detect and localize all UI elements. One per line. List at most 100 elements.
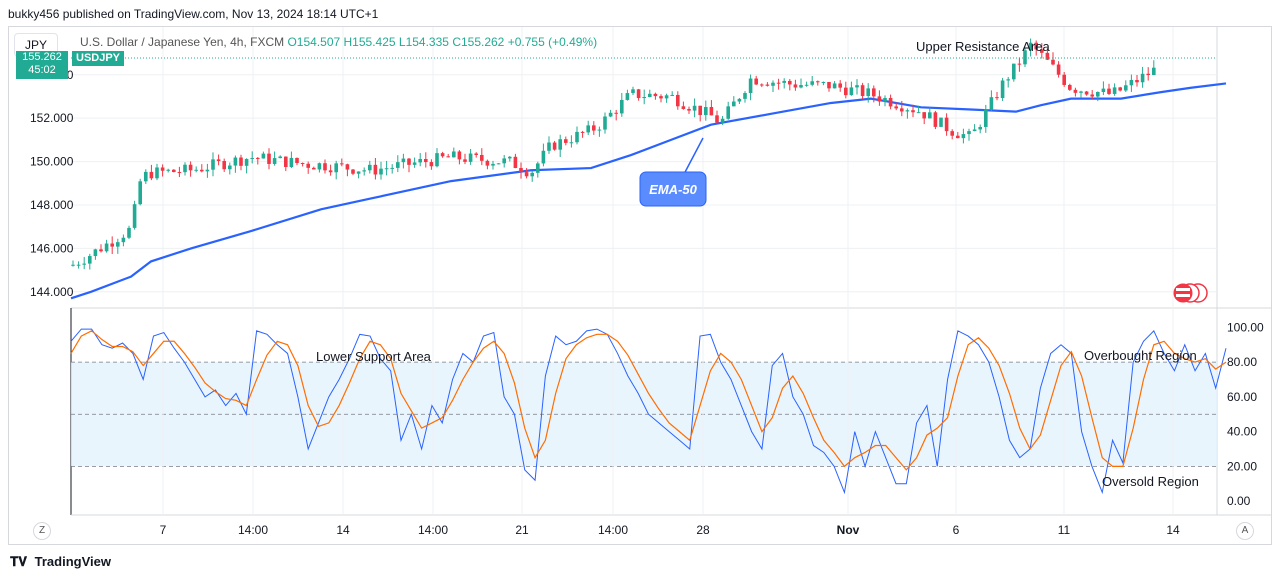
candle-body: [172, 169, 176, 173]
candle-body: [860, 85, 865, 96]
time-tick-label: 21: [515, 523, 529, 537]
candle-body: [872, 88, 876, 97]
candle-body: [1034, 42, 1038, 50]
candle-body: [720, 118, 725, 123]
candle-body: [368, 164, 372, 171]
candle-body: [435, 153, 439, 167]
upper-resistance-label: Upper Resistance Area: [916, 39, 1050, 54]
candle-body: [732, 101, 736, 107]
candle-body: [284, 156, 288, 167]
candle-body: [1140, 73, 1145, 83]
candle-body: [888, 97, 893, 107]
candle-body: [569, 142, 574, 144]
candle-body: [597, 129, 602, 131]
stochastic-k-line: [70, 328, 1227, 495]
candle-body: [300, 163, 305, 165]
zoom-button-left[interactable]: Z: [33, 522, 51, 540]
candle-body: [239, 157, 243, 166]
candle-body: [93, 249, 98, 257]
candle-body: [687, 108, 691, 111]
candle-body: [905, 110, 910, 112]
candle-body: [1000, 80, 1005, 99]
candle-body: [849, 87, 854, 96]
candle-body: [1062, 74, 1066, 85]
candle-body: [205, 169, 210, 172]
candle-body: [620, 99, 624, 114]
candle-body: [709, 107, 714, 116]
ema-callout-label: EMA-50: [649, 182, 697, 197]
candle-body: [524, 172, 529, 177]
time-tick-label: 14:00: [598, 523, 628, 537]
candle-body: [928, 112, 932, 119]
candle-body: [457, 151, 462, 160]
candle-body: [1068, 84, 1072, 90]
time-tick-label: 14: [1166, 523, 1180, 537]
candle-body: [900, 108, 904, 112]
candle-body: [939, 117, 943, 127]
candle-body: [508, 156, 512, 159]
candle-body: [1090, 94, 1094, 97]
candle-body: [485, 160, 490, 166]
candle-body: [373, 164, 378, 175]
candle-body: [188, 164, 193, 171]
candle-body: [726, 106, 730, 119]
candle-body: [944, 117, 949, 132]
candle-body: [972, 129, 977, 132]
candle-body: [110, 243, 114, 247]
time-tick-label: 14:00: [418, 523, 448, 537]
price-axis-labels: 144.000146.000148.000150.000152.000154.0…: [30, 68, 74, 299]
oversold-label: Oversold Region: [1102, 474, 1199, 489]
candle-body: [138, 181, 142, 205]
candle-body: [278, 156, 282, 159]
candle-body: [144, 171, 148, 182]
candle-body: [183, 164, 187, 173]
candle-body: [334, 163, 338, 173]
last-price-value: 155.262: [22, 51, 62, 63]
stochastic-axis-labels: 100.00 80.00 60.00 40.00 20.00 0.00: [1227, 320, 1264, 508]
candle-body: [715, 115, 719, 123]
open-value: O154.507: [287, 35, 341, 49]
candle-body: [933, 112, 938, 127]
candle-body: [379, 168, 383, 175]
candle-body: [345, 164, 350, 170]
candle-body: [788, 80, 792, 85]
candle-body: [362, 170, 366, 172]
candle-body: [950, 131, 954, 136]
candle-body: [642, 96, 646, 99]
candle-body: [468, 153, 473, 162]
candle-body: [216, 159, 221, 162]
auto-scale-button[interactable]: A: [1236, 522, 1254, 540]
candle-body: [233, 157, 238, 166]
time-axis-labels: 7 14:00 14 14:00 21 14:00 28 Nov 6 11 14: [160, 523, 1180, 537]
candle-body: [984, 109, 988, 127]
candle-body: [519, 167, 523, 173]
candle-body: [967, 131, 971, 135]
candle-body: [272, 158, 277, 164]
stochastic-d-line: [70, 330, 1227, 471]
candle-body: [580, 131, 585, 133]
candle-body: [1152, 67, 1156, 76]
candle-body: [491, 163, 495, 166]
candle-body: [575, 131, 579, 143]
candle-body: [776, 82, 781, 84]
bar-countdown: 45:02: [28, 64, 56, 76]
candle-body: [155, 167, 159, 179]
candle-body: [810, 81, 814, 85]
candle-body: [978, 126, 982, 130]
candle-body: [474, 153, 478, 155]
candle-body: [88, 256, 92, 264]
candle-body: [502, 158, 506, 164]
candle-body: [222, 161, 226, 170]
candle-body: [1045, 52, 1050, 60]
candle-body: [782, 80, 786, 83]
candle-body: [536, 163, 540, 173]
candle-body: [452, 151, 456, 158]
candle-body: [608, 112, 613, 117]
publisher-info: bukky456 published on TradingView.com, N…: [8, 7, 379, 21]
stochastic-tick-label: 80.00: [1227, 355, 1257, 369]
candle-body: [121, 237, 126, 243]
candle-body: [228, 165, 232, 170]
candle-body: [194, 169, 198, 171]
candle-body: [1006, 79, 1010, 81]
